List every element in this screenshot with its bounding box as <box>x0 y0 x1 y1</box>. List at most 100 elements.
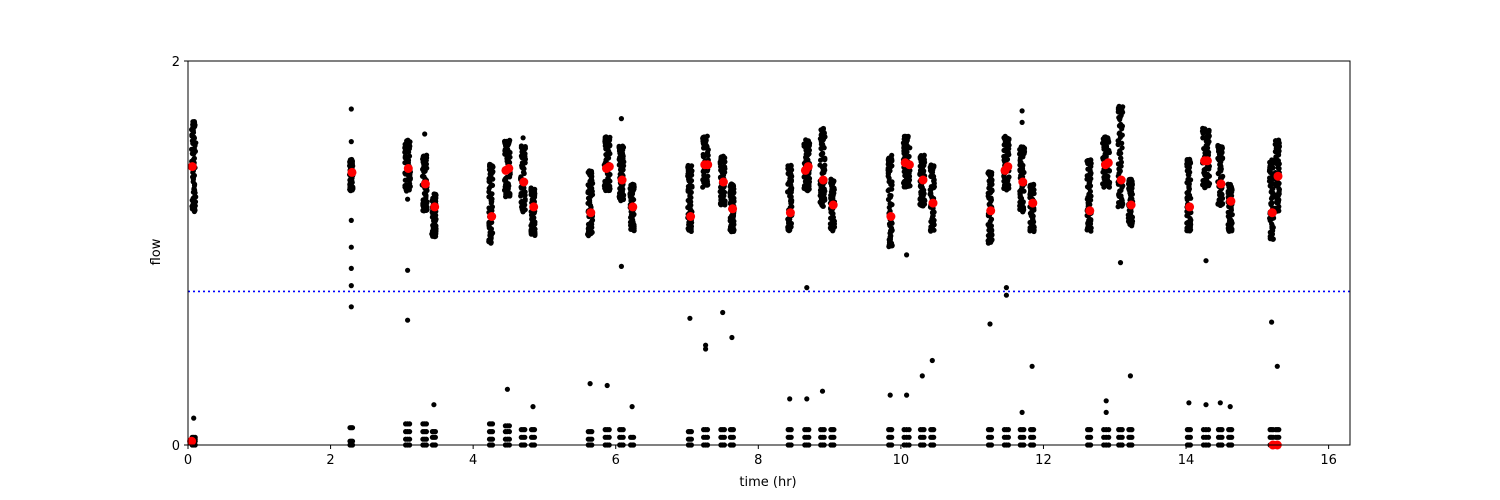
data-point <box>804 285 810 291</box>
data-point <box>1019 108 1025 114</box>
data-point <box>821 434 827 440</box>
mean-point <box>529 202 539 212</box>
data-point <box>717 189 723 195</box>
data-point <box>817 162 823 168</box>
data-point <box>1229 427 1235 433</box>
x-tick-label: 2 <box>326 453 334 468</box>
data-point <box>1269 319 1275 325</box>
data-point <box>1276 197 1282 203</box>
data-point <box>907 167 913 174</box>
data-point <box>1117 260 1124 266</box>
data-point <box>1003 285 1010 291</box>
data-point <box>433 194 439 200</box>
mean-point <box>586 208 596 218</box>
data-point <box>730 434 737 440</box>
data-point <box>489 421 496 427</box>
data-point <box>606 427 612 433</box>
mean-point <box>420 179 430 189</box>
data-point <box>1229 434 1235 440</box>
mean-point <box>187 436 197 446</box>
mean-point <box>504 164 514 173</box>
data-point <box>1005 434 1012 440</box>
data-point <box>489 436 496 442</box>
data-point <box>522 427 528 433</box>
x-tick-label: 6 <box>612 453 620 468</box>
data-point <box>431 402 437 408</box>
mean-point <box>918 175 928 185</box>
data-point <box>349 438 356 444</box>
data-point <box>820 125 827 132</box>
data-point <box>1117 130 1123 136</box>
data-point <box>831 434 837 440</box>
data-point <box>1021 427 1027 433</box>
data-point <box>688 429 695 435</box>
data-point <box>728 181 735 187</box>
data-point <box>931 434 937 440</box>
data-point <box>606 434 612 440</box>
mean-point <box>1126 200 1136 210</box>
data-point <box>1276 186 1282 193</box>
data-point <box>1203 402 1209 408</box>
data-point <box>805 152 811 158</box>
data-point <box>1030 185 1036 191</box>
data-point <box>528 187 534 193</box>
data-point <box>1202 128 1208 134</box>
data-point <box>721 427 728 433</box>
data-point <box>603 136 609 143</box>
mean-point <box>986 206 996 216</box>
data-point <box>630 181 636 187</box>
data-point <box>1185 210 1192 216</box>
y-tick-label: 0 <box>172 439 180 454</box>
data-point <box>489 429 496 435</box>
data-point <box>687 315 693 321</box>
data-point <box>521 170 527 176</box>
data-point <box>1220 173 1226 179</box>
data-point <box>1103 398 1109 404</box>
data-point <box>1205 434 1212 440</box>
data-point <box>830 179 836 185</box>
x-tick-label: 0 <box>184 453 192 468</box>
data-point <box>987 170 994 176</box>
data-point <box>988 216 995 222</box>
data-point <box>1184 190 1190 196</box>
data-point <box>1119 145 1125 151</box>
data-point <box>985 190 991 196</box>
data-point <box>819 150 826 156</box>
data-point <box>703 342 709 348</box>
data-point <box>721 189 727 195</box>
mean-point <box>1273 171 1283 181</box>
data-point <box>589 429 595 435</box>
data-point <box>822 155 828 161</box>
data-point <box>1006 174 1012 180</box>
data-point <box>921 427 927 433</box>
data-point <box>927 165 934 171</box>
data-point <box>719 156 725 162</box>
data-point <box>589 229 595 235</box>
data-point <box>585 190 591 196</box>
data-point <box>489 219 495 225</box>
data-point <box>1031 427 1037 433</box>
mean-point <box>1267 208 1277 218</box>
data-point <box>889 427 895 433</box>
mean-point <box>187 162 197 172</box>
data-point <box>1129 427 1135 433</box>
data-point <box>886 187 892 193</box>
data-point <box>889 179 895 185</box>
data-point <box>588 168 595 174</box>
data-point <box>1127 373 1133 379</box>
mean-point <box>703 160 713 170</box>
data-point <box>1088 434 1094 440</box>
data-point <box>1268 200 1274 207</box>
data-point <box>348 106 354 112</box>
data-point <box>1119 197 1125 203</box>
data-point <box>806 434 812 440</box>
data-point <box>917 154 923 160</box>
data-point <box>1003 292 1010 298</box>
data-point <box>488 162 494 168</box>
data-point <box>518 143 525 149</box>
x-tick-label: 8 <box>754 453 762 468</box>
data-point <box>819 388 826 394</box>
data-point <box>1021 434 1027 440</box>
data-point <box>520 135 526 141</box>
